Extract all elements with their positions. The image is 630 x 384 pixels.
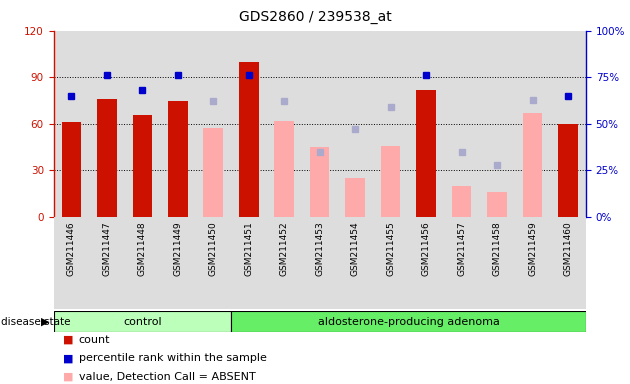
- Bar: [479, 217, 515, 309]
- Bar: [302, 217, 338, 309]
- Bar: [345, 178, 365, 217]
- Bar: [160, 31, 195, 217]
- Text: GSM211449: GSM211449: [173, 222, 182, 276]
- Text: GSM211458: GSM211458: [493, 222, 501, 276]
- Bar: [89, 31, 125, 217]
- Bar: [444, 31, 479, 217]
- Bar: [97, 99, 117, 217]
- Text: ■: ■: [63, 372, 74, 382]
- Bar: [239, 62, 258, 217]
- Text: GSM211448: GSM211448: [138, 222, 147, 276]
- Text: GSM211454: GSM211454: [351, 222, 360, 276]
- Bar: [231, 311, 586, 332]
- Bar: [89, 217, 125, 309]
- Bar: [551, 31, 586, 217]
- Bar: [231, 31, 266, 217]
- Bar: [195, 31, 231, 217]
- Bar: [231, 217, 266, 309]
- Bar: [168, 101, 188, 217]
- Bar: [373, 31, 408, 217]
- Bar: [125, 31, 160, 217]
- Bar: [195, 217, 231, 309]
- Bar: [523, 113, 542, 217]
- Bar: [558, 124, 578, 217]
- Text: GSM211452: GSM211452: [280, 222, 289, 276]
- Text: disease state: disease state: [1, 316, 70, 327]
- Text: value, Detection Call = ABSENT: value, Detection Call = ABSENT: [79, 372, 256, 382]
- Text: GSM211451: GSM211451: [244, 222, 253, 276]
- Bar: [54, 217, 89, 309]
- Bar: [62, 122, 81, 217]
- Text: ■: ■: [63, 335, 74, 345]
- Bar: [310, 147, 329, 217]
- Bar: [408, 31, 444, 217]
- Bar: [444, 217, 479, 309]
- Text: GDS2860 / 239538_at: GDS2860 / 239538_at: [239, 10, 391, 23]
- Text: GSM211455: GSM211455: [386, 222, 395, 276]
- Bar: [452, 186, 471, 217]
- Bar: [54, 311, 231, 332]
- Bar: [515, 217, 551, 309]
- Bar: [373, 217, 408, 309]
- Bar: [125, 217, 160, 309]
- Text: percentile rank within the sample: percentile rank within the sample: [79, 353, 266, 363]
- Bar: [551, 217, 586, 309]
- Text: ▶: ▶: [41, 316, 49, 327]
- Bar: [338, 217, 373, 309]
- Text: control: control: [123, 316, 161, 327]
- Bar: [338, 31, 373, 217]
- Text: GSM211453: GSM211453: [315, 222, 324, 276]
- Bar: [275, 121, 294, 217]
- Text: aldosterone-producing adenoma: aldosterone-producing adenoma: [318, 316, 500, 327]
- Bar: [203, 129, 223, 217]
- Bar: [408, 217, 444, 309]
- Bar: [381, 146, 401, 217]
- Text: GSM211460: GSM211460: [564, 222, 573, 276]
- Text: GSM211447: GSM211447: [102, 222, 112, 276]
- Text: GSM211459: GSM211459: [528, 222, 537, 276]
- Text: GSM211450: GSM211450: [209, 222, 218, 276]
- Text: GSM211456: GSM211456: [421, 222, 431, 276]
- Bar: [160, 217, 195, 309]
- Bar: [302, 31, 338, 217]
- Bar: [266, 217, 302, 309]
- Bar: [132, 114, 152, 217]
- Bar: [54, 31, 89, 217]
- Text: count: count: [79, 335, 110, 345]
- Bar: [515, 31, 551, 217]
- Bar: [266, 31, 302, 217]
- Text: ■: ■: [63, 353, 74, 363]
- Bar: [479, 31, 515, 217]
- Bar: [416, 90, 436, 217]
- Text: GSM211446: GSM211446: [67, 222, 76, 276]
- Bar: [488, 192, 507, 217]
- Text: GSM211457: GSM211457: [457, 222, 466, 276]
